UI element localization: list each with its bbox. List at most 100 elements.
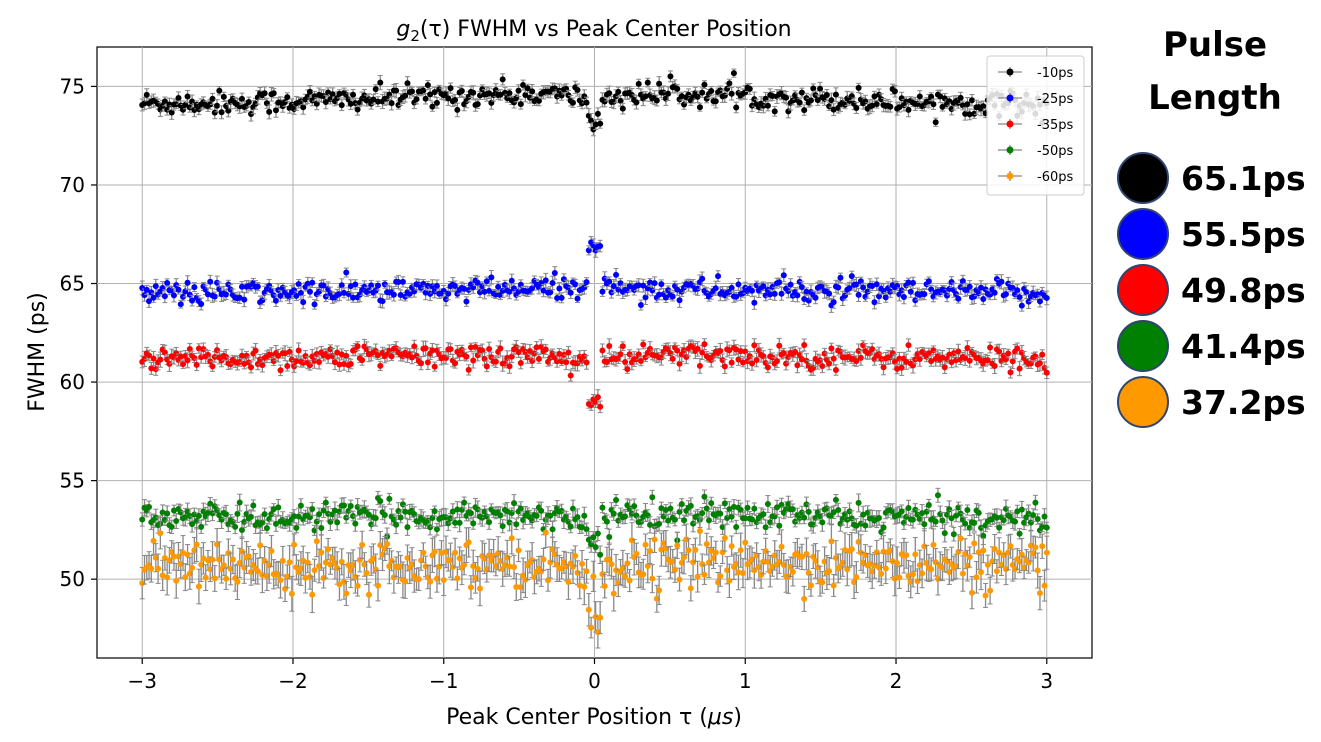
data-point	[662, 294, 669, 301]
data-point	[347, 283, 354, 290]
data-point	[173, 518, 180, 525]
data-point	[649, 287, 656, 294]
data-point	[592, 121, 599, 128]
data-point	[497, 91, 504, 98]
data-point	[735, 356, 742, 363]
data-point	[429, 103, 436, 110]
data-point	[424, 82, 431, 89]
data-point	[465, 286, 472, 293]
data-point	[978, 284, 985, 291]
data-point	[297, 290, 304, 297]
data-point	[785, 288, 792, 295]
data-point	[708, 87, 715, 94]
data-point	[853, 281, 860, 288]
data-point	[823, 91, 830, 98]
data-point	[465, 93, 472, 100]
data-point	[599, 288, 606, 295]
data-point	[712, 98, 719, 105]
data-point	[347, 100, 354, 107]
data-point	[837, 348, 844, 355]
data-point	[826, 360, 833, 367]
data-point	[517, 359, 524, 366]
data-point	[742, 348, 749, 355]
data-point	[198, 523, 205, 530]
data-point	[184, 357, 191, 364]
data-point	[399, 278, 406, 285]
data-point	[855, 84, 862, 91]
data-point	[161, 349, 168, 356]
data-point	[266, 108, 273, 115]
data-point	[245, 359, 252, 366]
data-point	[751, 342, 758, 349]
data-point	[191, 284, 198, 291]
data-point	[647, 279, 654, 286]
data-point	[746, 353, 753, 360]
data-point	[733, 293, 740, 300]
data-point	[1036, 298, 1043, 305]
data-point	[336, 90, 343, 97]
data-point	[515, 87, 522, 94]
data-point	[350, 91, 357, 98]
data-point	[796, 99, 803, 106]
data-point	[157, 356, 164, 363]
data-point	[313, 100, 320, 107]
data-point	[268, 287, 275, 294]
data-point	[393, 87, 400, 94]
data-point	[284, 363, 291, 370]
data-point	[742, 89, 749, 96]
data-point	[830, 299, 837, 306]
data-point	[619, 105, 626, 112]
data-point	[143, 91, 150, 98]
data-point	[966, 283, 973, 290]
data-point	[207, 278, 214, 285]
data-point	[161, 293, 168, 300]
data-point	[461, 285, 468, 292]
data-point	[520, 82, 527, 89]
data-point	[959, 278, 966, 285]
data-point	[184, 93, 191, 100]
data-point	[694, 93, 701, 100]
data-point	[803, 288, 810, 295]
data-point	[873, 281, 880, 288]
data-point	[848, 273, 855, 280]
data-point	[168, 523, 175, 530]
data-point	[930, 101, 937, 108]
data-point	[937, 93, 944, 100]
data-point	[388, 100, 395, 107]
data-point	[275, 352, 282, 359]
data-point	[245, 99, 252, 106]
data-point	[701, 341, 708, 348]
data-point	[463, 298, 470, 305]
data-point	[236, 294, 243, 301]
data-point	[905, 342, 912, 349]
data-point	[594, 110, 601, 117]
data-point	[470, 89, 477, 96]
data-point	[447, 85, 454, 92]
data-point	[209, 363, 216, 370]
data-point	[499, 76, 506, 83]
data-point	[905, 279, 912, 286]
data-point	[204, 509, 211, 516]
data-point	[939, 103, 946, 110]
data-point	[783, 94, 790, 101]
data-point	[971, 293, 978, 300]
data-point	[282, 350, 289, 357]
data-point	[878, 96, 885, 103]
data-point	[177, 353, 184, 360]
data-point	[699, 275, 706, 282]
data-point	[574, 87, 581, 94]
data-point	[656, 291, 663, 298]
data-point	[1023, 289, 1030, 296]
data-point	[826, 103, 833, 110]
data-point	[141, 292, 148, 299]
data-point	[674, 85, 681, 92]
data-point	[873, 101, 880, 108]
data-point	[869, 282, 876, 289]
data-point	[470, 357, 477, 364]
data-point	[610, 98, 617, 105]
data-point	[984, 357, 991, 364]
data-point	[363, 346, 370, 353]
data-point	[787, 281, 794, 288]
data-point	[295, 347, 302, 354]
data-point	[340, 360, 347, 367]
